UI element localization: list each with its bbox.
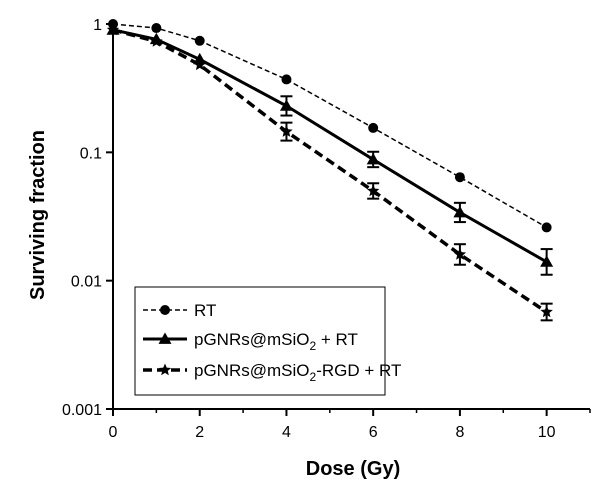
data-point-star — [150, 35, 163, 47]
y-tick-label: 0.001 — [62, 402, 102, 419]
data-point-triangle — [453, 205, 467, 218]
legend-label: pGNRs@mSiO2-RGD + RT — [194, 361, 401, 384]
series-layer — [106, 19, 554, 322]
legend-box — [134, 286, 386, 396]
y-ticks: 0.001 0.01 0.1 1 — [62, 17, 113, 419]
data-point-circle — [454, 172, 465, 183]
data-point-star — [193, 58, 206, 71]
x-tick-label: 0 — [109, 424, 118, 441]
data-point-triangle — [279, 99, 293, 111]
y-tick-label: 0.01 — [71, 274, 102, 291]
series-line — [112, 28, 548, 314]
x-tick-label: 6 — [369, 424, 378, 441]
legend-label: pGNRs@mSiO2 + RT — [194, 330, 358, 353]
data-point-star — [367, 184, 380, 197]
series-line — [112, 28, 548, 264]
data-point-circle — [160, 305, 170, 315]
data-point-triangle — [158, 332, 172, 344]
data-point-circle — [281, 74, 292, 85]
legend-item-3: pGNRs@mSiO2-RGD + RT — [143, 361, 401, 384]
y-tick-label: 0.1 — [80, 145, 102, 162]
data-point-star — [453, 247, 467, 260]
y-tick-label: 1 — [93, 17, 102, 34]
series-1 — [108, 19, 552, 233]
x-tick-label: 2 — [195, 424, 204, 441]
x-tick-label: 4 — [282, 424, 291, 441]
data-point-triangle — [540, 255, 554, 267]
data-point-star — [106, 23, 120, 36]
legend-label: RT — [194, 301, 216, 320]
data-point-triangle — [366, 152, 380, 165]
data-point-circle — [194, 35, 205, 46]
legend: RT pGNRs@mSiO2 + RT pGNRs@mSiO2-RGD + RT — [134, 286, 401, 396]
axes — [112, 20, 590, 410]
x-axis-title: Dose (Gy) — [306, 458, 400, 480]
data-point-circle — [541, 222, 552, 233]
data-point-star — [280, 125, 293, 137]
x-tick-label: 10 — [538, 424, 556, 441]
data-point-star — [158, 363, 172, 376]
series-2 — [106, 23, 554, 276]
x-tick-label: 8 — [455, 424, 464, 441]
data-point-circle — [151, 23, 162, 34]
series-3 — [106, 23, 553, 322]
y-axis-title: Surviving fraction — [27, 130, 49, 300]
data-point-circle — [368, 122, 379, 133]
x-ticks: 0 2 4 6 8 10 — [109, 409, 591, 441]
data-point-star — [540, 305, 553, 318]
legend-item-1: RT — [143, 301, 216, 320]
legend-item-2: pGNRs@mSiO2 + RT — [143, 330, 358, 353]
